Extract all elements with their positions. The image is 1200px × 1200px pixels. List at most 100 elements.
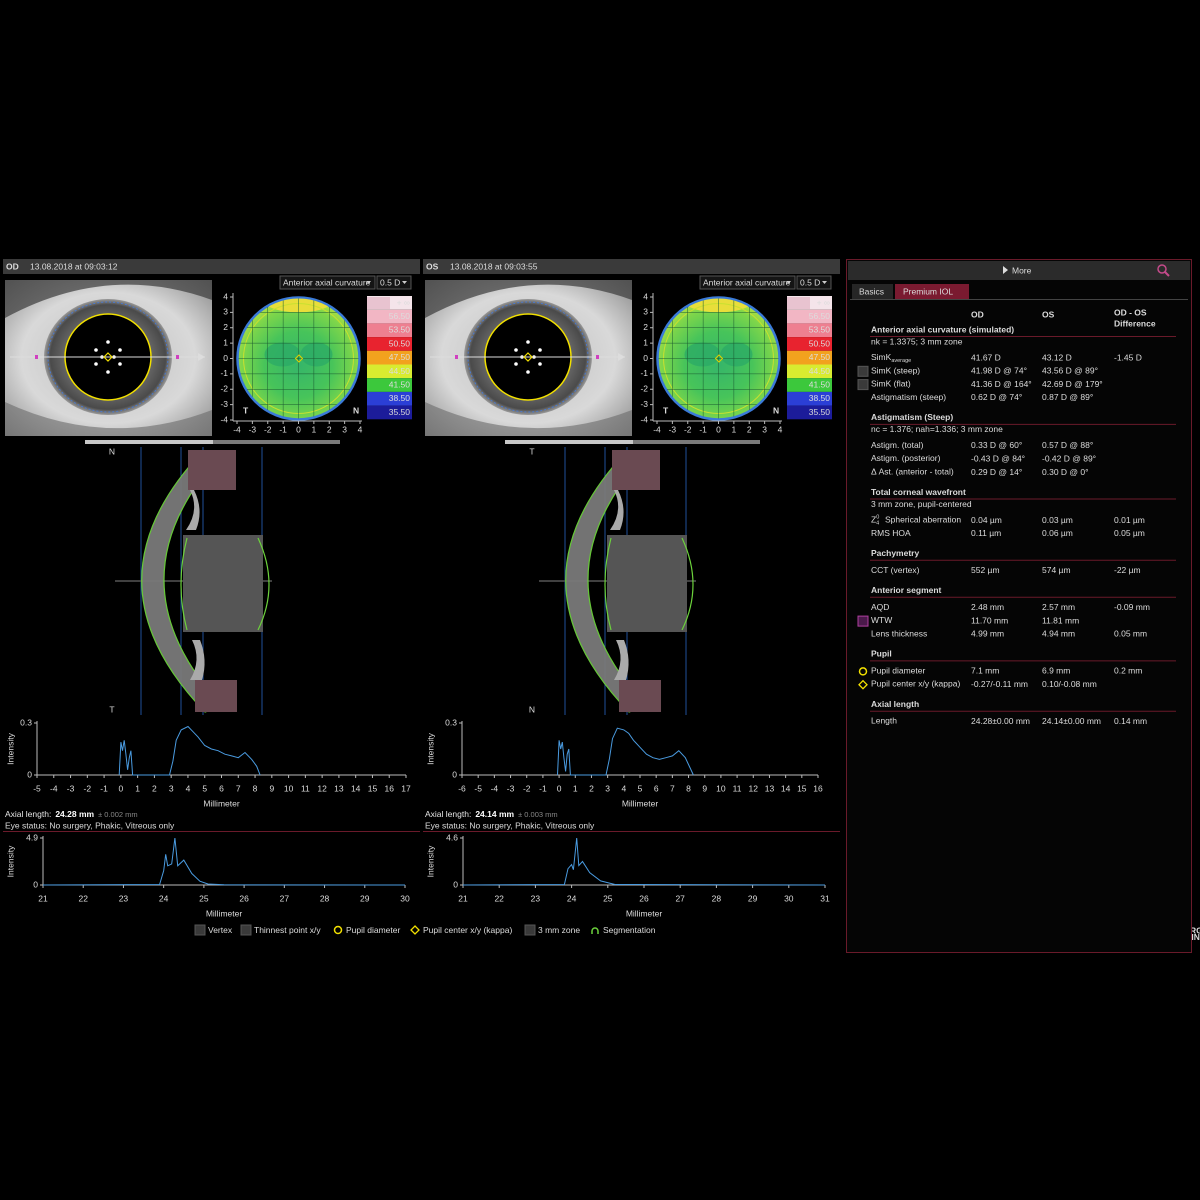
topo-y-tick-label: 4 <box>643 291 648 301</box>
scale-label: 35.50 <box>389 407 411 417</box>
reflex-dot <box>94 348 98 352</box>
x-tick-label: 8 <box>253 783 258 793</box>
x-tick-label: 15 <box>797 783 807 793</box>
zernike-symbol: Z0 4 <box>871 515 879 527</box>
topo-y-tick-label: 0 <box>643 353 648 363</box>
header-bar <box>3 259 420 274</box>
x-tick-label: 17 <box>401 783 411 793</box>
section-title: Axial length <box>871 699 919 709</box>
axial-length: Axial length: 24.14 mm ± 0.003 mm <box>425 809 558 819</box>
x-tick-label: 23 <box>531 893 541 903</box>
tab[interactable] <box>852 284 893 299</box>
more-bar[interactable] <box>848 261 1190 280</box>
scrollbar-thumb[interactable] <box>85 440 213 444</box>
scrollbar-thumb[interactable] <box>505 440 633 444</box>
scale-swatch <box>787 323 832 338</box>
topo-y-tick-label: 2 <box>643 322 648 332</box>
topo-x-tick-label: 2 <box>327 424 332 434</box>
x-tick-label: -2 <box>523 783 531 793</box>
legend-item: Vertex <box>208 925 233 935</box>
topo-x-tick-label: -4 <box>233 424 241 434</box>
reflex-dot <box>106 370 110 374</box>
zoom-icon[interactable] <box>1157 264 1167 274</box>
scale-label: 41.50 <box>809 379 831 389</box>
row-value-diff: -0.09 mm <box>1114 602 1150 612</box>
intensity-line <box>118 725 261 776</box>
row-value-os: 43.12 D <box>1042 352 1072 362</box>
map-dropdown[interactable] <box>699 275 796 290</box>
topo-y-tick-label: 4 <box>223 291 228 301</box>
legend-checkbox[interactable] <box>240 924 252 936</box>
row-label-text: Astigm. (posterior) <box>871 453 941 463</box>
topo-y-tick-label: -2 <box>220 384 228 394</box>
more-button: More <box>1012 265 1032 275</box>
topo-y-tick-label: -2 <box>640 384 648 394</box>
x-tick-label: 27 <box>280 893 290 903</box>
iris-tissue <box>186 490 200 530</box>
topo-x-tick-label: -2 <box>264 424 272 434</box>
row-label: Pupil diameter <box>871 666 926 676</box>
row-checkbox[interactable] <box>857 379 869 391</box>
orientation-label: T <box>663 405 669 415</box>
scale-label: 53.50 <box>809 325 831 335</box>
x-axis-label: Millimeter <box>626 908 663 918</box>
row-value-os: 0.06 µm <box>1042 528 1073 538</box>
scale-label: + ∞ <box>397 297 410 307</box>
x-tick-label: 23 <box>119 893 129 903</box>
map-dropdown[interactable] <box>279 275 376 290</box>
scale-swatch <box>367 296 412 310</box>
scale-swatch <box>787 391 832 406</box>
topo-x-tick-label: 3 <box>762 424 767 434</box>
row-label: Lens thickness <box>871 629 927 639</box>
step-dropdown[interactable] <box>796 275 832 290</box>
x-tick-label: 30 <box>784 893 794 903</box>
iris-scan <box>188 450 236 490</box>
legend-checkbox[interactable] <box>194 924 206 936</box>
row-value-od: 11.70 mm <box>971 615 1008 625</box>
row-checkbox[interactable] <box>857 365 869 377</box>
topo-y-tick-label: -1 <box>220 368 228 378</box>
x-tick-label: 30 <box>400 893 410 903</box>
topo-x-tick-label: 4 <box>778 424 783 434</box>
row-label: SimK (steep) <box>871 366 920 376</box>
row-label-sub: average <box>891 358 911 364</box>
topo-x-tick-label: -1 <box>699 424 707 434</box>
row-value-diff: -1.45 D <box>1114 352 1142 362</box>
row-label: Astigmatism (steep) <box>871 392 946 402</box>
row-value-diff: 0.14 mm <box>1114 716 1147 726</box>
row-value-os: 0.57 D @ 88° <box>1042 440 1093 450</box>
x-tick-label: -4 <box>491 783 499 793</box>
x-tick-label: 26 <box>239 893 249 903</box>
legend-item: Pupil diameter <box>346 925 401 935</box>
eye-status: Eye status: No surgery, Phakic, Vitreous… <box>5 820 175 830</box>
x-tick-label: 22 <box>494 893 504 903</box>
scale-label: 56.50 <box>809 311 831 321</box>
tab-label: Premium IOL <box>903 286 953 296</box>
x-tick-label: 12 <box>317 783 327 793</box>
scale-swatch <box>787 296 832 310</box>
row-label-text: Pupil diameter <box>871 666 926 676</box>
reflex-dot <box>118 348 122 352</box>
axial-length: Axial length: 24.28 mm ± 0.002 mm <box>5 809 138 819</box>
row-value-od: 0.33 D @ 60° <box>971 440 1022 450</box>
step-dropdown[interactable] <box>376 275 412 290</box>
legend-checkbox[interactable] <box>524 924 536 936</box>
row-label-text: WTW <box>871 615 892 625</box>
row-label: CCT (vertex) <box>871 565 920 575</box>
topo-zone <box>680 298 757 313</box>
topo-y-tick-label: -3 <box>640 399 648 409</box>
orientation-label: N <box>773 405 779 415</box>
legend-item: Thinnest point x/y <box>254 925 321 935</box>
row-label-text: Δ Ast. (anterior - total) <box>871 467 954 477</box>
topo-x-tick-label: -2 <box>684 424 692 434</box>
x-tick-label: 3 <box>169 783 174 793</box>
row-value-os: 4.94 mm <box>1042 629 1075 639</box>
topo-y-tick-label: 0 <box>223 353 228 363</box>
tab-active[interactable] <box>895 284 969 299</box>
x-tick-label: 3 <box>605 783 610 793</box>
x-tick-label: 10 <box>716 783 726 793</box>
row-label-text: SimK <box>871 352 892 362</box>
axial-length-tolerance: ± 0.002 mm <box>98 810 138 819</box>
row-value-diff: 0.2 mm <box>1114 666 1142 676</box>
